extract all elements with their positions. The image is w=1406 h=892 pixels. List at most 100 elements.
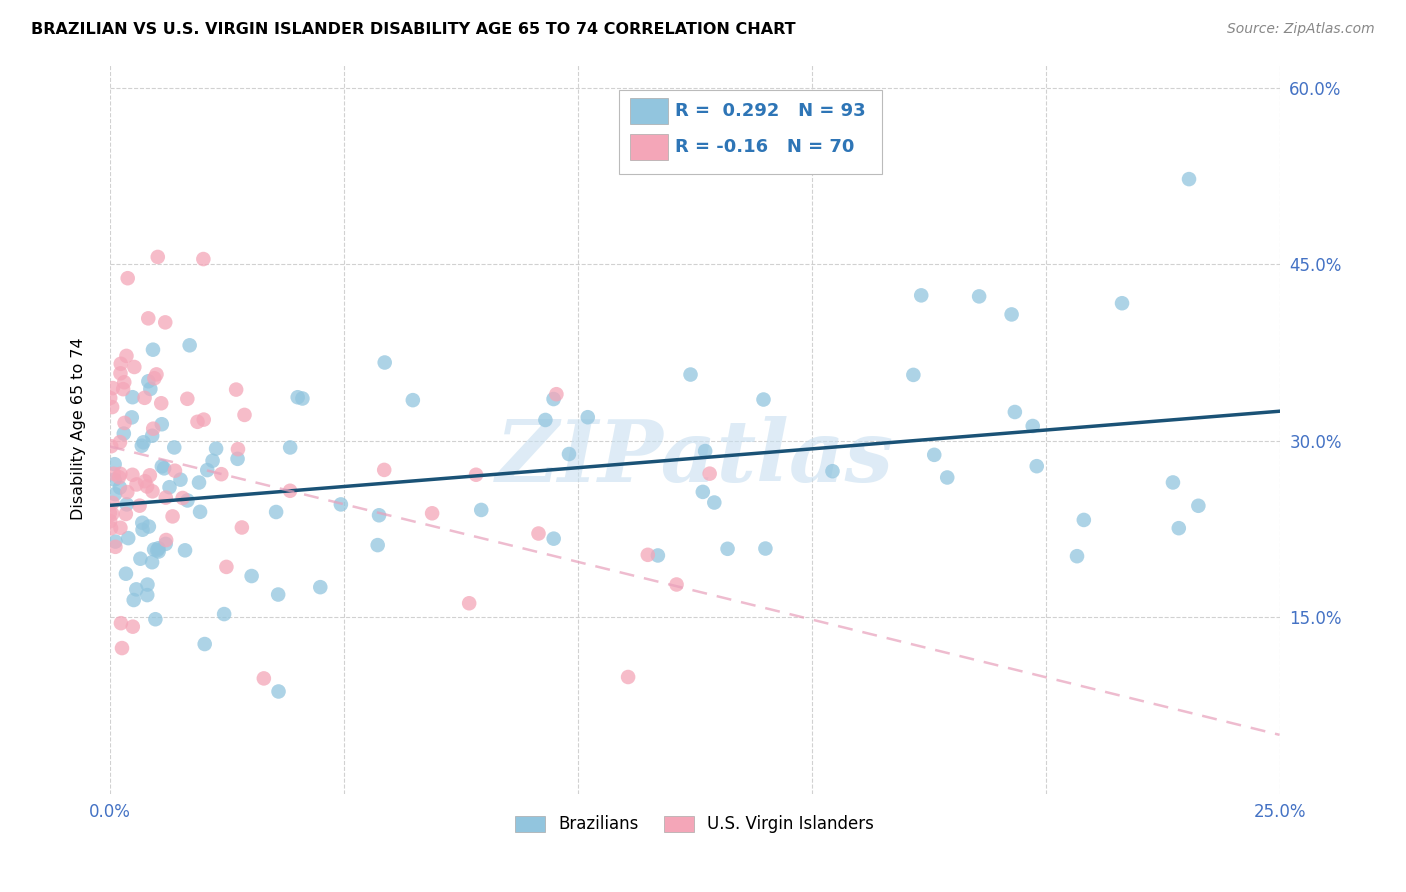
Point	[128, 499, 150, 513]
Text: R = -0.16   N = 70: R = -0.16 N = 70	[675, 138, 855, 156]
Point	[1187, 499, 1209, 513]
Point	[194, 637, 217, 651]
Point	[267, 684, 290, 698]
Point	[465, 467, 488, 482]
Point	[458, 596, 481, 610]
Point	[121, 620, 143, 634]
Point	[103, 473, 125, 487]
Point	[108, 470, 131, 484]
Point	[150, 396, 173, 410]
Point	[240, 569, 263, 583]
Point	[1111, 296, 1133, 310]
Point	[98, 506, 121, 520]
Point	[546, 387, 568, 401]
Point	[162, 509, 184, 524]
Point	[136, 588, 159, 602]
Point	[367, 538, 389, 552]
Point	[617, 670, 640, 684]
Point	[291, 392, 314, 406]
Point	[104, 534, 127, 549]
Point	[136, 479, 159, 493]
Point	[402, 393, 425, 408]
Point	[101, 507, 124, 521]
Point	[131, 516, 153, 530]
Point	[703, 495, 725, 509]
Point	[278, 441, 301, 455]
Point	[665, 577, 688, 591]
FancyBboxPatch shape	[619, 89, 882, 174]
Point	[936, 470, 959, 484]
Point	[695, 444, 717, 458]
Point	[195, 463, 218, 477]
Point	[115, 349, 138, 363]
Point	[155, 537, 177, 551]
Point	[534, 413, 557, 427]
Point	[146, 250, 169, 264]
Point	[104, 457, 127, 471]
Point	[226, 442, 249, 457]
Point	[115, 497, 138, 511]
Point	[470, 503, 492, 517]
Point	[121, 410, 143, 425]
Point	[576, 410, 599, 425]
Point	[134, 475, 156, 489]
Point	[201, 454, 224, 468]
Point	[125, 477, 148, 491]
Point	[278, 483, 301, 498]
Point	[910, 288, 932, 302]
Point	[129, 551, 152, 566]
Point	[267, 588, 290, 602]
Point	[101, 400, 124, 414]
Point	[131, 523, 153, 537]
Y-axis label: Disability Age 65 to 74: Disability Age 65 to 74	[72, 337, 86, 520]
Point	[103, 467, 125, 481]
Point	[104, 487, 127, 501]
Point	[112, 382, 135, 396]
Point	[373, 463, 395, 477]
Point	[1073, 513, 1095, 527]
Point	[155, 315, 177, 329]
Point	[117, 485, 139, 500]
Point	[117, 271, 139, 285]
Point	[368, 508, 391, 523]
Point	[637, 548, 659, 562]
Point	[169, 473, 191, 487]
Point	[922, 448, 945, 462]
Point	[142, 422, 165, 436]
Point	[1167, 521, 1189, 535]
Legend: Brazilians, U.S. Virgin Islanders: Brazilians, U.S. Virgin Islanders	[509, 809, 880, 840]
Point	[188, 475, 211, 490]
Point	[136, 577, 159, 591]
Point	[172, 491, 194, 505]
Text: R =  0.292   N = 93: R = 0.292 N = 93	[675, 102, 866, 120]
Point	[142, 343, 165, 357]
Point	[1025, 459, 1047, 474]
Point	[136, 311, 159, 326]
Point	[188, 505, 211, 519]
Point	[145, 612, 167, 626]
Point	[114, 507, 136, 521]
Point	[98, 391, 121, 405]
Point	[141, 429, 163, 443]
Point	[143, 371, 166, 385]
Point	[131, 439, 153, 453]
Point	[98, 514, 121, 528]
Point	[143, 542, 166, 557]
Point	[174, 543, 197, 558]
Point	[754, 541, 776, 556]
Point	[104, 540, 127, 554]
Point	[134, 391, 156, 405]
Point	[647, 549, 669, 563]
Point	[309, 580, 332, 594]
Text: ZIPatlas: ZIPatlas	[496, 417, 894, 500]
Point	[110, 357, 132, 371]
Point	[692, 484, 714, 499]
Point	[138, 374, 160, 388]
Point	[287, 390, 309, 404]
Point	[108, 481, 131, 495]
Point	[543, 392, 565, 406]
Point	[209, 467, 232, 482]
Point	[179, 338, 201, 352]
Point	[226, 451, 249, 466]
Point	[115, 566, 138, 581]
